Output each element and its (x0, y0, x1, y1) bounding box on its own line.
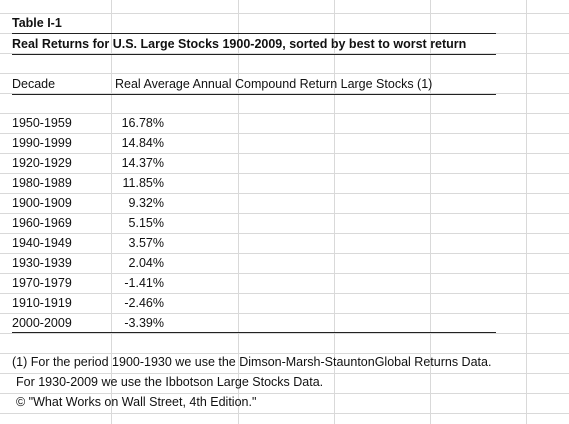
row-return[interactable]: -3.39% (124, 316, 164, 330)
grid-row-line (0, 133, 569, 134)
grid-row-line (0, 113, 569, 114)
grid-row-line (0, 73, 569, 74)
grid-row-line (0, 373, 569, 374)
grid-column-line (111, 0, 112, 424)
grid-row-line (0, 233, 569, 234)
grid-row-line (0, 413, 569, 414)
row-return[interactable]: 14.37% (121, 156, 164, 170)
title-top-border (12, 33, 496, 34)
grid-column-line (334, 0, 335, 424)
column-header-return[interactable]: Real Average Annual Compound Return Larg… (115, 77, 433, 91)
grid-row-line (0, 393, 569, 394)
grid-column-line (430, 0, 431, 424)
grid-row-line (0, 13, 569, 14)
row-return[interactable]: 14.84% (121, 136, 164, 150)
grid-row-line (0, 213, 569, 214)
row-decade[interactable]: 1990-1999 (12, 136, 72, 150)
footnote-ibbotson[interactable]: For 1930-2009 we use the Ibbotson Large … (16, 375, 324, 389)
row-decade[interactable]: 1920-1929 (12, 156, 72, 170)
row-return[interactable]: -2.46% (124, 296, 164, 310)
row-return[interactable]: 3.57% (128, 236, 164, 250)
table-title[interactable]: Real Returns for U.S. Large Stocks 1900-… (12, 37, 467, 51)
footnote-sources[interactable]: (1) For the period 1900-1930 we use the … (12, 355, 492, 369)
grid-row-line (0, 53, 569, 54)
grid-row-line (0, 333, 569, 334)
row-decade[interactable]: 1930-1939 (12, 256, 72, 270)
grid-row-line (0, 253, 569, 254)
row-return[interactable]: 5.15% (128, 216, 164, 230)
row-decade[interactable]: 1960-1969 (12, 216, 72, 230)
row-return[interactable]: -1.41% (124, 276, 164, 290)
table-label[interactable]: Table I-1 (12, 16, 62, 30)
table-bottom-border (12, 332, 496, 333)
row-decade[interactable]: 1940-1949 (12, 236, 72, 250)
grid-row-line (0, 193, 569, 194)
grid-row-line (0, 293, 569, 294)
grid-column-line (238, 0, 239, 424)
grid-row-line (0, 93, 569, 94)
row-decade[interactable]: 1950-1959 (12, 116, 72, 130)
grid-row-line (0, 153, 569, 154)
column-header-decade[interactable]: Decade (12, 77, 56, 91)
title-bottom-border (12, 54, 496, 55)
row-decade[interactable]: 1980-1989 (12, 176, 72, 190)
row-return[interactable]: 9.32% (128, 196, 164, 210)
row-return[interactable]: 16.78% (121, 116, 164, 130)
grid-row-line (0, 173, 569, 174)
header-bottom-border (12, 94, 496, 95)
row-return[interactable]: 2.04% (128, 256, 164, 270)
row-decade[interactable]: 2000-2009 (12, 316, 72, 330)
grid-column-line (526, 0, 527, 424)
row-decade[interactable]: 1910-1919 (12, 296, 72, 310)
grid-row-line (0, 273, 569, 274)
row-decade[interactable]: 1970-1979 (12, 276, 72, 290)
grid-row-line (0, 353, 569, 354)
row-return[interactable]: 11.85% (122, 176, 164, 190)
grid-row-line (0, 313, 569, 314)
row-decade[interactable]: 1900-1909 (12, 196, 72, 210)
copyright-note[interactable]: © "What Works on Wall Street, 4th Editio… (16, 395, 257, 409)
